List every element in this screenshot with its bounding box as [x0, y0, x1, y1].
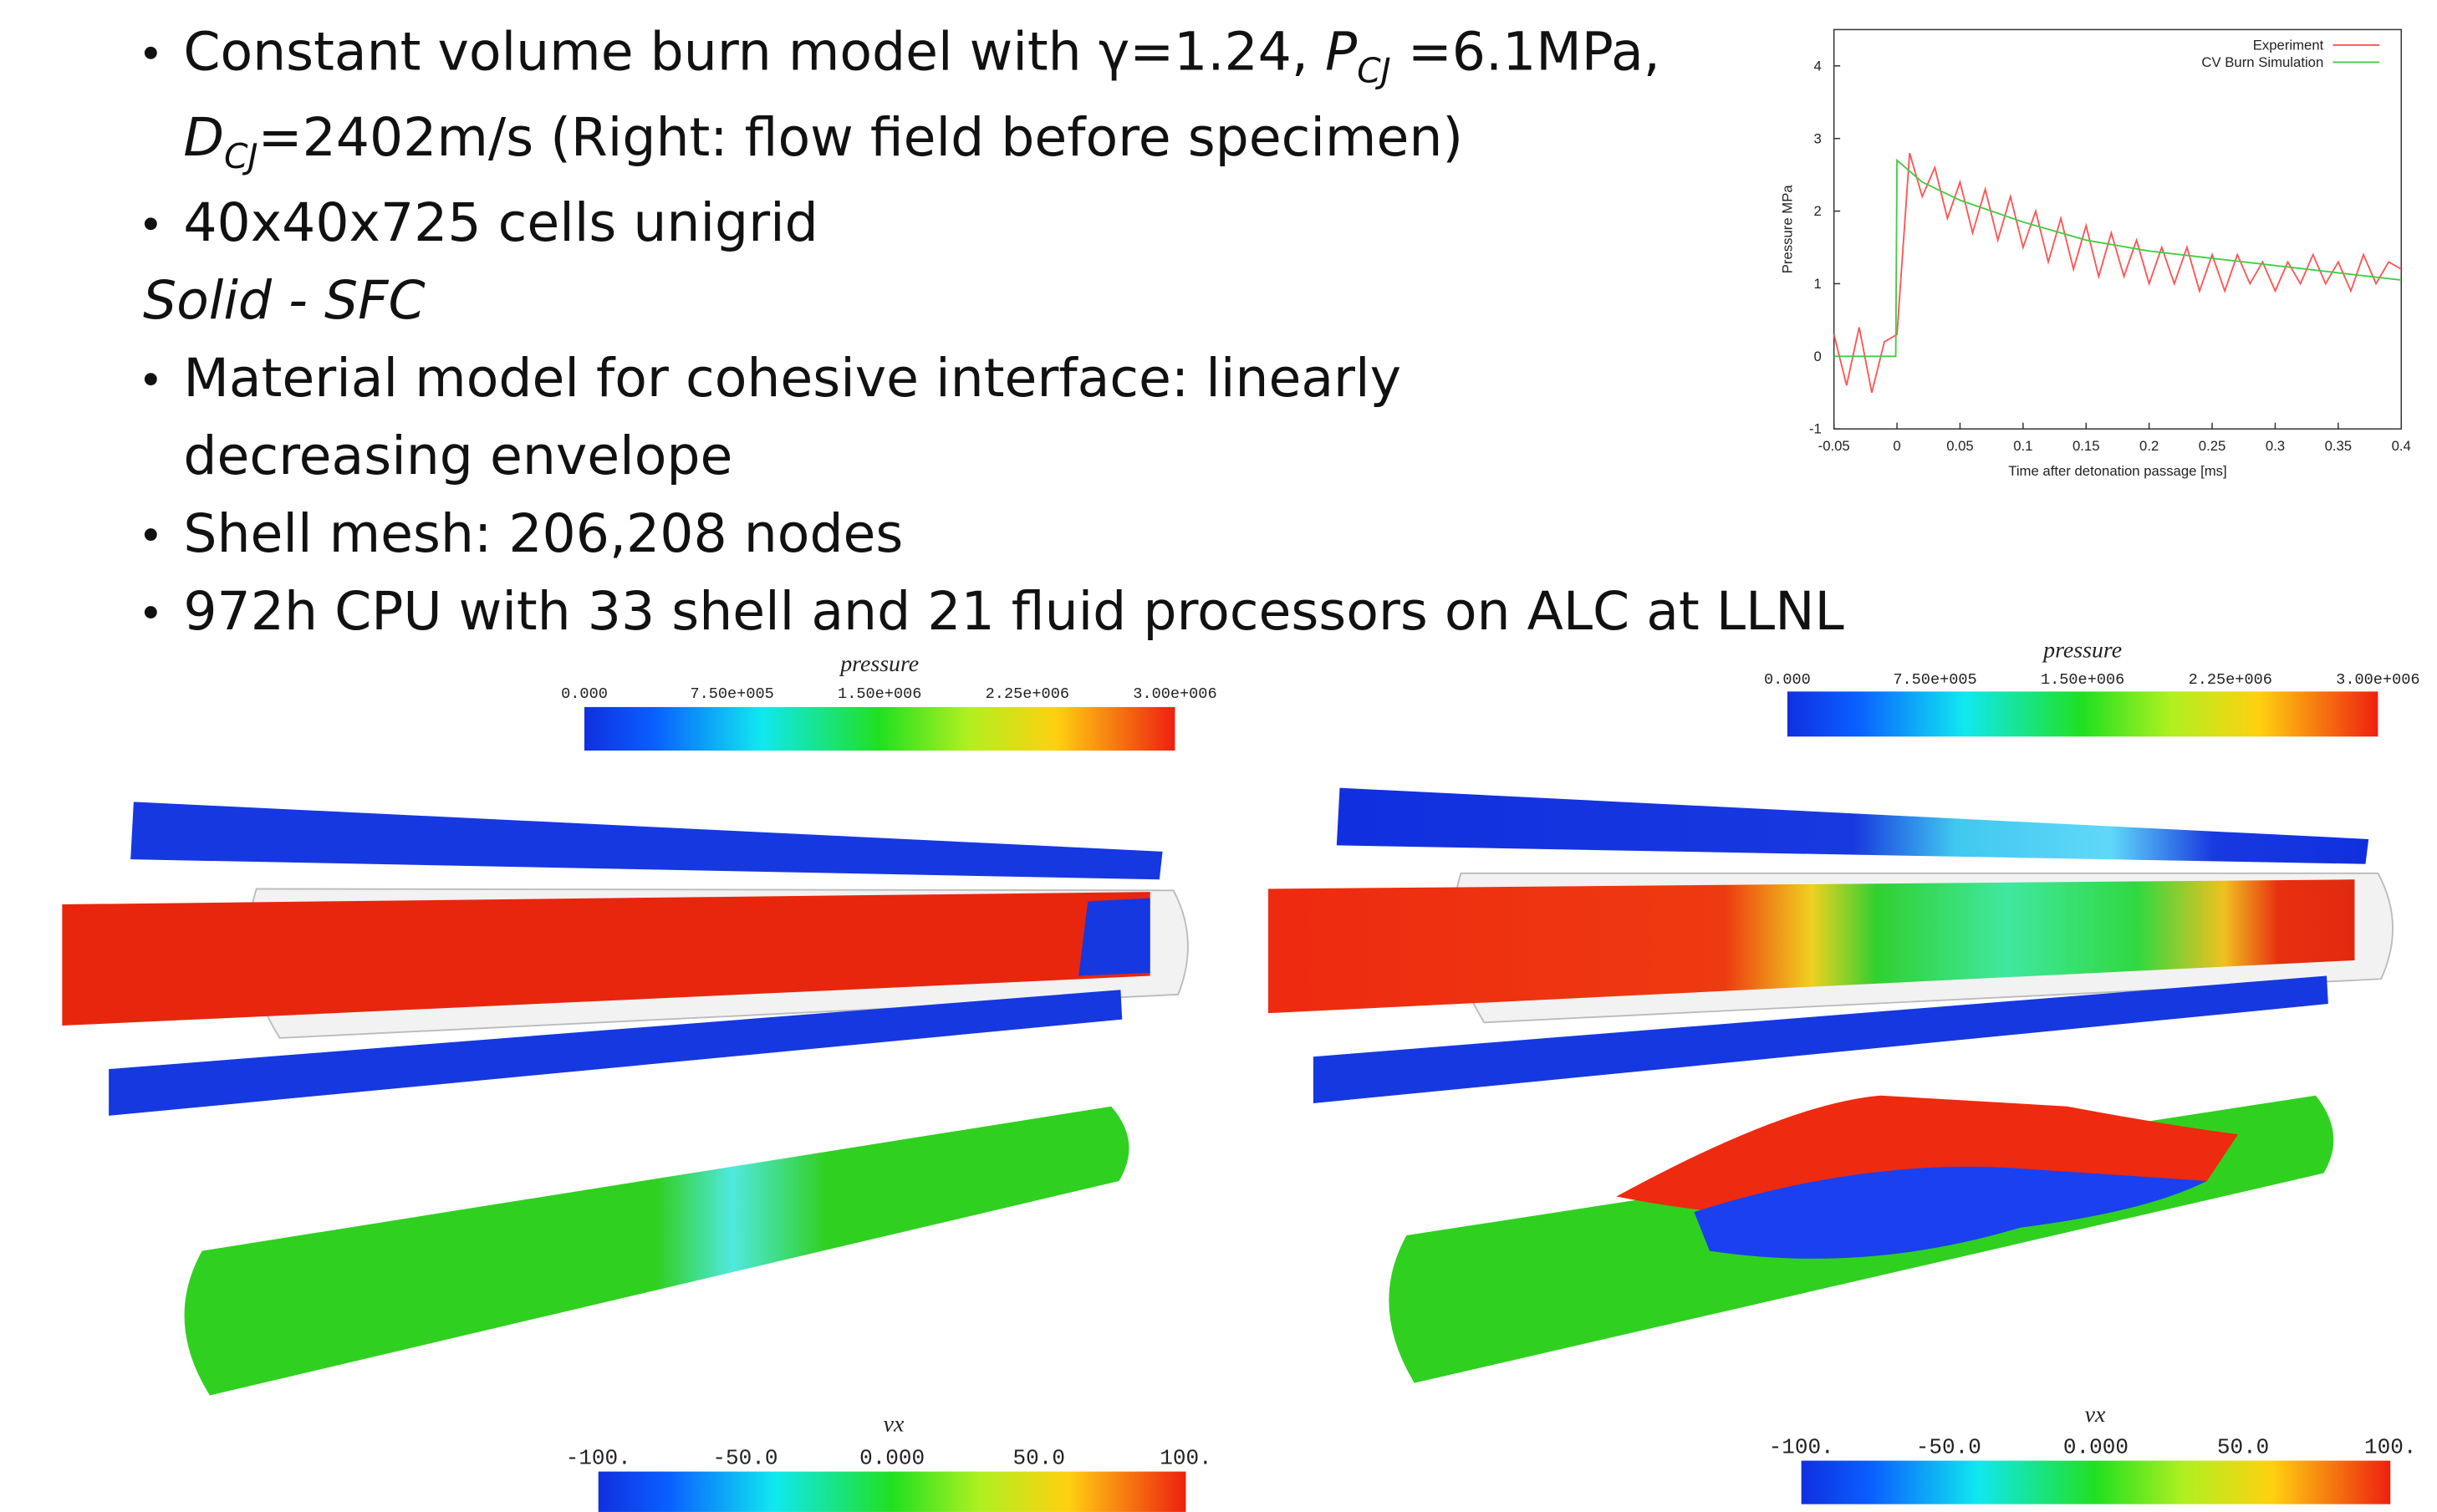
legend-label: Experiment [2253, 38, 2324, 53]
bullet-dot [144, 46, 157, 59]
colorbar [1801, 1460, 2391, 1504]
y-tick-label: 4 [1814, 58, 1822, 74]
text-segment: 972h CPU with 33 shell and 21 fluid proc… [183, 580, 1843, 642]
colorbar-label: 100. [2364, 1434, 2416, 1459]
text-segment: P [1325, 21, 1357, 83]
bullet-text: decreasing envelope [183, 425, 732, 486]
x-tick-label: 0 [1893, 438, 1900, 454]
bullet-text: 972h CPU with 33 shell and 21 fluid proc… [183, 580, 1843, 642]
y-tick-label: 2 [1814, 203, 1822, 219]
x-tick-label: 0.3 [2266, 438, 2285, 454]
x-tick-label: 0.05 [1946, 438, 1974, 454]
text-segment: Shell mesh: 206,208 nodes [183, 502, 903, 564]
x-tick-label: 0.25 [2199, 438, 2226, 454]
y-axis-label: Pressure MPa [1779, 185, 1795, 274]
colorbar-title: vx [884, 1411, 905, 1437]
bullet-text: 40x40x725 cells unigrid [183, 191, 818, 253]
bullet-text: Constant volume burn model with γ=1.24, … [183, 21, 1660, 91]
colorbar-title: pressure [839, 651, 919, 677]
colorbar-label: 0.000 [2063, 1434, 2129, 1459]
y-tick-label: -1 [1809, 421, 1822, 437]
y-tick-label: 1 [1814, 276, 1822, 292]
series-line [1833, 158, 2402, 358]
series-line [1833, 152, 2402, 393]
x-tick-label: 0.4 [2392, 438, 2411, 454]
bullet-dot [144, 528, 157, 542]
x-tick-label: 0.35 [2325, 438, 2353, 454]
x-tick-label: -0.05 [1818, 438, 1850, 454]
bullet-text: Solid - SFC [143, 269, 426, 331]
colorbar-title: vx [2085, 1402, 2106, 1428]
text-segment: =6.1MPa, [1391, 21, 1660, 83]
text-segment: D [183, 106, 224, 168]
colorbar-title: pressure [2042, 637, 2122, 663]
text-segment: Material model for cohesive interface: l… [183, 347, 1401, 409]
bullet-dot [144, 217, 157, 231]
bullet-text: Shell mesh: 206,208 nodes [183, 502, 903, 564]
colorbar [1787, 691, 2378, 737]
colorbar-label: 3.00e+006 [2336, 671, 2419, 689]
text-segment: CJ [1357, 51, 1391, 91]
colorbar-label: 2.25e+006 [986, 685, 1069, 703]
text-segment: Solid - SFC [143, 269, 426, 331]
colorbar-label: 3.00e+006 [1133, 685, 1216, 703]
y-tick-label: 0 [1814, 349, 1822, 364]
text-segment: Constant volume burn model with γ=1.24, [183, 21, 1325, 83]
right-render [1267, 787, 2394, 1383]
colorbar-label: 0.000 [561, 685, 608, 703]
bullet-dot [144, 373, 157, 386]
legend-label: CV Burn Simulation [2201, 54, 2323, 70]
bullet-text: DCJ=2402m/s (Right: flow field before sp… [183, 106, 1463, 176]
colorbar-label: -50.0 [712, 1445, 777, 1470]
y-tick-label: 3 [1814, 130, 1822, 146]
colorbar-label: 7.50e+005 [1893, 671, 1976, 689]
colorbar-label: 1.50e+006 [838, 685, 921, 703]
text-segment: CJ [224, 136, 258, 176]
bullet-text: Material model for cohesive interface: l… [183, 347, 1401, 409]
colorbar-label: -100. [1769, 1434, 1834, 1459]
left-render [62, 802, 1189, 1396]
colorbar [584, 706, 1175, 751]
colorbar-label: 100. [1160, 1445, 1211, 1470]
colorbar-label: 0.000 [1764, 671, 1811, 689]
bullet-dot [144, 606, 157, 619]
colorbar-label: -50.0 [1916, 1434, 1981, 1459]
colorbar-label: 1.50e+006 [2041, 671, 2124, 689]
x-tick-label: 0.15 [2072, 438, 2100, 454]
colorbar-label: 7.50e+005 [690, 685, 773, 703]
text-segment: 40x40x725 cells unigrid [183, 191, 818, 253]
colorbar [598, 1471, 1186, 1512]
x-tick-label: 0.1 [2013, 438, 2032, 454]
text-segment: decreasing envelope [183, 425, 732, 486]
plot-frame [1833, 28, 2402, 430]
colorbar-label: 2.25e+006 [2189, 671, 2272, 689]
x-axis-label: Time after detonation passage [ms] [2008, 463, 2226, 479]
colorbar-label: 0.000 [859, 1445, 925, 1470]
colorbar-label: 50.0 [1013, 1445, 1065, 1470]
colorbar-label: 50.0 [2217, 1434, 2269, 1459]
colorbar-label: -100. [566, 1445, 631, 1470]
text-segment: =2402m/s (Right: flow field before speci… [258, 106, 1463, 168]
x-tick-label: 0.2 [2139, 438, 2159, 454]
